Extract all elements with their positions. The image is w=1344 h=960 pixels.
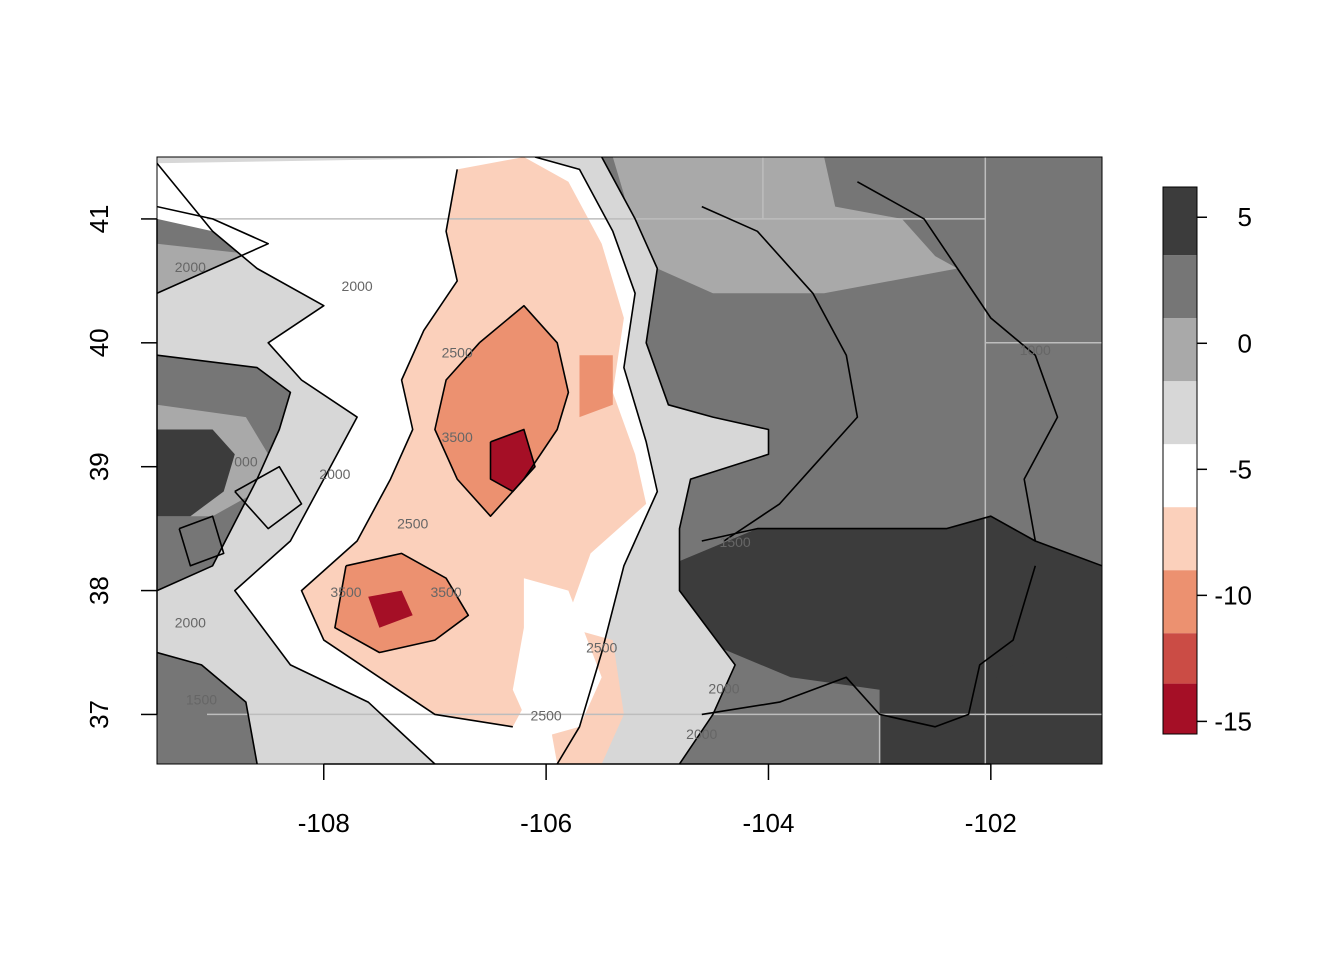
colorbar-swatch-6 bbox=[1163, 318, 1197, 382]
contour-lines bbox=[157, 157, 1102, 764]
colorbar-swatch-4 bbox=[1163, 444, 1197, 508]
colorbar-tick-label: -15 bbox=[1214, 706, 1252, 736]
y-tick-label: 41 bbox=[84, 204, 114, 233]
contour-label-2: 2500 bbox=[442, 345, 473, 361]
contour-line-10 bbox=[701, 515, 1102, 567]
contour-labels: 2000 2000 2500 3500 000 2000 2500 3500 3500 2000 1… bbox=[175, 259, 1051, 742]
colorbar-swatch-0 bbox=[1163, 683, 1197, 734]
heatmap-region-16 bbox=[368, 590, 413, 628]
heatmap-region-15 bbox=[490, 429, 535, 492]
contour-label-16: 1000 bbox=[1020, 342, 1051, 358]
heatmap-regions bbox=[157, 157, 1102, 764]
contour-line-14 bbox=[234, 465, 303, 530]
state-boundaries bbox=[207, 157, 1102, 764]
contour-label-11: 2500 bbox=[586, 640, 617, 656]
contour-line-4 bbox=[157, 162, 436, 764]
contour-label-14: 2000 bbox=[686, 726, 717, 742]
colorbar-tick-label: -5 bbox=[1229, 454, 1252, 484]
contour-label-13: 2000 bbox=[708, 680, 739, 696]
contour-line-2 bbox=[157, 651, 258, 764]
contour-line-5 bbox=[534, 157, 659, 764]
contour-label-12: 2500 bbox=[531, 708, 562, 724]
x-tick-label: -104 bbox=[742, 808, 794, 838]
heatmap-region-1 bbox=[612, 157, 958, 294]
contour-label-8: 3500 bbox=[430, 584, 461, 600]
contour-line-15 bbox=[178, 515, 225, 567]
contour-line-3 bbox=[600, 157, 770, 764]
colorbar-swatch-8 bbox=[1163, 187, 1197, 256]
x-tick-label: -106 bbox=[520, 808, 572, 838]
colorbar-swatch-3 bbox=[1163, 507, 1197, 571]
contour-line-9 bbox=[489, 428, 536, 493]
colorbar-tick-label: 5 bbox=[1238, 202, 1252, 232]
contour-label-9: 2000 bbox=[175, 615, 206, 631]
colorbar-swatch-5 bbox=[1163, 381, 1197, 445]
contour-line-12 bbox=[701, 205, 859, 542]
heatmap-region-6 bbox=[968, 652, 1102, 764]
y-axis: 37 38 39 40 41 bbox=[84, 204, 158, 729]
contour-label-0: 2000 bbox=[175, 259, 206, 275]
contour-label-7: 3500 bbox=[330, 584, 361, 600]
contour-label-4: 000 bbox=[234, 454, 258, 470]
colorbar-swatch-7 bbox=[1163, 255, 1197, 319]
y-tick-label: 38 bbox=[84, 576, 114, 605]
contour-label-10: 1500 bbox=[186, 692, 217, 708]
contour-line-13 bbox=[701, 565, 1037, 728]
y-tick-label: 37 bbox=[84, 700, 114, 729]
x-tick-label: -102 bbox=[965, 808, 1017, 838]
colorbar-swatch-1 bbox=[1163, 633, 1197, 684]
y-tick-label: 39 bbox=[84, 452, 114, 481]
contour-line-11 bbox=[857, 181, 1059, 542]
x-axis: -108 -106 -104 -102 bbox=[298, 763, 1017, 838]
contour-line-8 bbox=[334, 552, 470, 654]
colorbar-legend: 5 0 -5 -10 -15 bbox=[1162, 186, 1252, 736]
heatmap-region-14 bbox=[579, 355, 613, 418]
y-tick-label: 40 bbox=[84, 328, 114, 357]
contour-label-3: 3500 bbox=[442, 429, 473, 445]
contour-label-6: 2500 bbox=[397, 516, 428, 532]
contour-line-1 bbox=[157, 354, 292, 592]
colorbar-frame bbox=[1162, 186, 1198, 735]
heatmap-region-11 bbox=[512, 578, 602, 740]
contour-label-15: 1500 bbox=[720, 534, 751, 550]
x-tick-label: -108 bbox=[298, 808, 350, 838]
contour-label-1: 2000 bbox=[342, 278, 373, 294]
heatmap-region-12 bbox=[434, 305, 569, 517]
colorbar-swatch-2 bbox=[1163, 570, 1197, 634]
contour-line-0 bbox=[157, 205, 270, 295]
contour-line-6 bbox=[300, 169, 513, 728]
contour-label-5: 2000 bbox=[319, 466, 350, 482]
colorbar-tick-label: -10 bbox=[1214, 580, 1252, 610]
heatmap-region-4 bbox=[157, 429, 235, 517]
colorbar-tick-label: 0 bbox=[1238, 328, 1252, 358]
